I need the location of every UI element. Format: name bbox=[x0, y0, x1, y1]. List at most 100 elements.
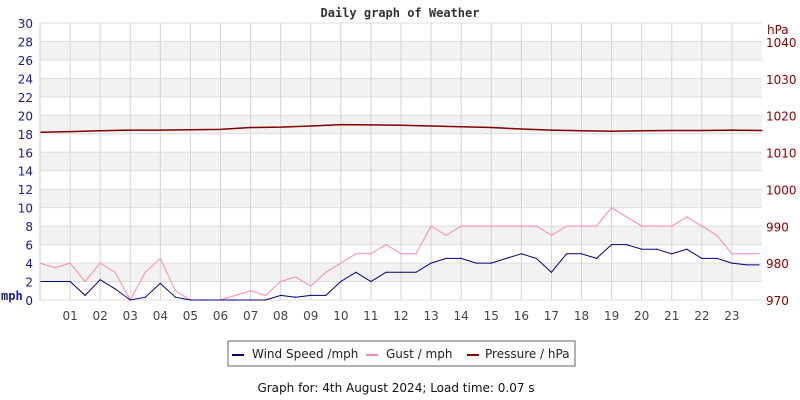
data-point bbox=[445, 234, 447, 236]
data-point bbox=[520, 253, 522, 255]
data-point bbox=[565, 225, 568, 227]
data-point bbox=[595, 225, 598, 227]
data-point bbox=[385, 244, 387, 246]
data-point bbox=[758, 264, 760, 266]
left-tick-label: 28 bbox=[18, 35, 33, 49]
footer-text: Graph for: 4th August 2024; Load time: 0… bbox=[257, 381, 534, 395]
left-tick-label: 20 bbox=[18, 109, 33, 123]
data-point bbox=[505, 257, 507, 260]
data-point bbox=[129, 299, 131, 301]
series-line-gust bbox=[39, 207, 759, 302]
data-point bbox=[310, 294, 312, 296]
right-tick-label: 970 bbox=[766, 294, 789, 308]
x-tick-label: 05 bbox=[183, 309, 198, 323]
data-point bbox=[656, 248, 658, 250]
data-point bbox=[686, 248, 688, 250]
data-point bbox=[174, 296, 176, 298]
right-tick-label: 1030 bbox=[766, 73, 797, 87]
x-tick-label: 04 bbox=[153, 309, 168, 323]
data-point bbox=[325, 294, 327, 296]
data-point bbox=[520, 128, 522, 130]
data-point bbox=[99, 279, 101, 281]
data-point bbox=[159, 282, 161, 284]
data-point bbox=[475, 262, 477, 264]
x-tick-label: 06 bbox=[213, 309, 228, 323]
data-point bbox=[595, 257, 598, 260]
data-point bbox=[69, 280, 71, 283]
data-point bbox=[671, 129, 673, 132]
data-point bbox=[310, 125, 312, 127]
data-point bbox=[758, 253, 760, 255]
data-point bbox=[716, 234, 718, 236]
data-point bbox=[460, 126, 462, 128]
data-point bbox=[535, 225, 537, 227]
x-tick-label: 13 bbox=[423, 309, 438, 323]
data-point bbox=[84, 280, 86, 283]
data-point bbox=[701, 257, 703, 260]
legend: Wind Speed /mph Gust / mph Pressure / hP… bbox=[227, 340, 576, 367]
data-point bbox=[445, 257, 447, 260]
data-point bbox=[295, 276, 297, 278]
right-tick-label: 1010 bbox=[766, 147, 797, 161]
data-point bbox=[400, 124, 402, 126]
right-tick-label: 1040 bbox=[766, 36, 797, 50]
left-tick-label: 6 bbox=[25, 239, 33, 253]
left-tick-label: 14 bbox=[18, 165, 33, 179]
data-point bbox=[340, 280, 342, 283]
right-tick-label: 1000 bbox=[766, 183, 797, 197]
data-point bbox=[204, 299, 207, 301]
data-point bbox=[580, 225, 583, 227]
data-point bbox=[535, 257, 537, 260]
data-point bbox=[159, 129, 161, 131]
data-point bbox=[610, 244, 613, 246]
data-point bbox=[656, 225, 658, 227]
data-point bbox=[701, 129, 703, 132]
left-tick-label: 4 bbox=[25, 257, 33, 271]
x-tick-label: 08 bbox=[273, 309, 288, 323]
data-point bbox=[460, 257, 462, 260]
data-point bbox=[415, 253, 417, 255]
data-point bbox=[731, 262, 733, 264]
data-point bbox=[129, 129, 131, 131]
x-tick-label: 07 bbox=[243, 309, 258, 323]
data-point bbox=[610, 130, 613, 132]
data-point bbox=[370, 280, 372, 283]
data-point bbox=[144, 296, 146, 298]
data-point bbox=[84, 294, 86, 296]
left-tick-label: 2 bbox=[25, 276, 33, 290]
data-point bbox=[370, 124, 372, 126]
data-point bbox=[400, 253, 402, 255]
data-point bbox=[325, 271, 327, 273]
data-point bbox=[490, 126, 492, 129]
left-tick-label: 24 bbox=[18, 72, 33, 86]
data-point bbox=[234, 294, 237, 296]
data-point bbox=[370, 253, 372, 255]
x-tick-label: 22 bbox=[694, 309, 709, 323]
chart-title: Daily graph of Weather bbox=[321, 6, 480, 20]
data-point bbox=[265, 294, 267, 296]
data-point bbox=[249, 299, 252, 301]
left-tick-label: 10 bbox=[18, 202, 33, 216]
data-point bbox=[626, 244, 628, 246]
data-point bbox=[731, 129, 733, 131]
data-point bbox=[580, 130, 583, 132]
data-point bbox=[69, 262, 71, 264]
data-point bbox=[641, 130, 643, 132]
x-tick-label: 19 bbox=[604, 309, 619, 323]
x-tick-label: 11 bbox=[363, 309, 378, 323]
data-point bbox=[114, 271, 116, 273]
left-tick-label: 26 bbox=[18, 54, 33, 68]
x-tick-label: 18 bbox=[574, 309, 589, 323]
left-tick-label: 22 bbox=[18, 91, 33, 105]
data-point bbox=[505, 225, 507, 227]
data-point bbox=[340, 262, 342, 264]
data-point bbox=[550, 234, 553, 236]
data-point bbox=[355, 253, 357, 255]
x-tick-label: 02 bbox=[93, 309, 108, 323]
data-point bbox=[219, 299, 222, 301]
data-point bbox=[340, 123, 342, 126]
data-point bbox=[189, 129, 192, 131]
data-point bbox=[671, 225, 673, 227]
x-tick-label: 17 bbox=[544, 309, 559, 323]
